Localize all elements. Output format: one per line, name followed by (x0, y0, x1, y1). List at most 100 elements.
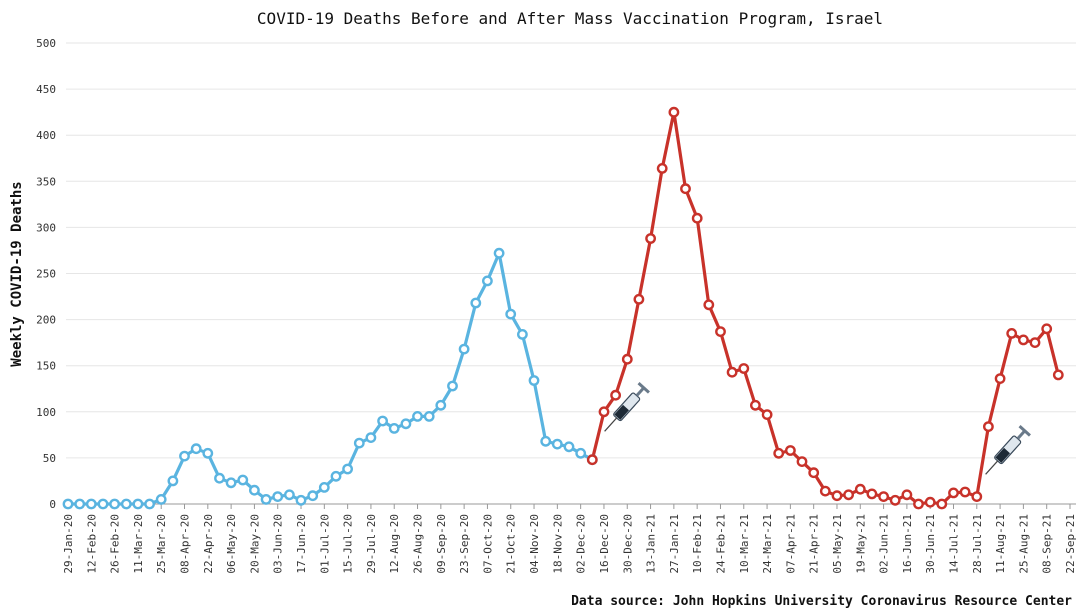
data-point-before (167, 475, 179, 487)
data-point-before (295, 494, 307, 506)
y-tick-label: 200 (36, 314, 56, 327)
data-point-before (365, 432, 377, 443)
data-point-before (563, 441, 575, 453)
data-point-after (645, 233, 656, 244)
x-tick-label: 26-Aug-20 (412, 514, 425, 574)
data-point-after (854, 483, 866, 495)
data-point-before (260, 493, 272, 505)
x-tick-label: 11-Aug-21 (994, 514, 1007, 574)
data-source-note: Data source: John Hopkins University Cor… (571, 594, 1072, 609)
x-tick-label: 07-Oct-20 (481, 514, 494, 574)
x-tick-label: 19-May-21 (854, 514, 867, 574)
data-point-after (913, 498, 924, 510)
x-tick-label: 24-Feb-21 (714, 514, 727, 574)
data-point-before (237, 474, 249, 486)
data-point-after (936, 498, 948, 510)
data-point-after (738, 363, 750, 374)
x-tick-label: 02-Dec-20 (575, 514, 588, 574)
data-point-before (272, 491, 284, 502)
y-tick-label: 50 (43, 452, 56, 465)
y-tick-label: 350 (36, 175, 56, 188)
y-tick-label: 500 (36, 37, 56, 50)
data-point-before (388, 422, 400, 434)
x-tick-label: 29-Jan-20 (62, 514, 75, 574)
data-point-after (796, 456, 808, 467)
x-tick-label: 07-Apr-21 (784, 514, 797, 574)
data-point-after (819, 485, 831, 497)
x-tick-label: 01-Jul-20 (318, 514, 331, 574)
data-point-before (400, 418, 412, 430)
data-point-after (1006, 327, 1018, 339)
data-point-after (971, 491, 983, 502)
data-point-before (481, 275, 493, 287)
x-tick-label: 09-Sep-20 (435, 514, 448, 574)
data-point-after (866, 488, 878, 500)
x-tick-label: 25-Mar-20 (155, 514, 168, 574)
x-tick-label: 25-Aug-21 (1017, 514, 1030, 574)
x-tick-label: 22-Sep-21 (1064, 514, 1077, 574)
data-point-after (726, 366, 738, 378)
y-axis-label: Weekly COVID-19 Deaths (9, 181, 25, 366)
data-point-before (85, 498, 97, 510)
x-tick-label: 02-Jun-21 (878, 514, 891, 574)
data-point-after (1029, 337, 1041, 348)
x-tick-label: 28-Jul-21 (971, 514, 984, 574)
data-point-after (983, 421, 994, 432)
data-point-before (377, 415, 388, 427)
x-tick-label: 27-Jan-21 (668, 514, 681, 574)
y-tick-label: 100 (36, 406, 56, 419)
data-point-after (773, 447, 785, 459)
x-tick-label: 14-Jul-21 (947, 514, 960, 574)
data-point-before (155, 493, 167, 505)
x-tick-label: 21-Oct-20 (505, 514, 518, 574)
data-point-after (901, 489, 913, 501)
x-tick-label: 30-Jun-21 (924, 514, 937, 574)
data-point-after (878, 491, 889, 502)
data-point-before (318, 481, 330, 493)
data-point-before (470, 297, 482, 309)
x-tick-label: 23-Sep-20 (458, 514, 471, 574)
data-point-before (505, 308, 517, 320)
data-point-before (307, 490, 319, 502)
data-point-before (132, 498, 144, 510)
data-point-after (924, 496, 936, 508)
data-point-after (994, 373, 1006, 384)
x-tick-label: 29-Jul-20 (365, 514, 378, 574)
x-tick-label: 11-Mar-20 (132, 514, 145, 574)
data-point-after (610, 389, 621, 401)
x-tick-label: 12-Aug-20 (388, 514, 401, 574)
data-point-after (691, 212, 703, 224)
data-point-before (435, 399, 447, 411)
data-point-after (598, 406, 610, 418)
data-point-before (248, 484, 260, 496)
data-point-before (74, 498, 86, 510)
data-point-after (808, 467, 820, 479)
x-tick-label: 17-Jun-20 (295, 514, 308, 574)
marker-layer (62, 106, 1064, 510)
data-point-before (120, 498, 132, 510)
data-point-after (1052, 369, 1064, 381)
x-tick-label: 13-Jan-21 (645, 514, 658, 574)
data-point-before (202, 447, 214, 459)
data-point-before (575, 447, 587, 459)
data-point-after (715, 326, 726, 337)
data-point-after (750, 399, 761, 411)
y-tick-label: 0 (49, 498, 56, 511)
data-point-after (843, 489, 854, 501)
data-point-after (959, 486, 971, 498)
x-tick-label: 18-Nov-20 (551, 514, 564, 574)
data-point-after (656, 162, 668, 174)
data-point-after (831, 490, 843, 502)
x-tick-label: 15-Jul-20 (342, 514, 355, 574)
x-tick-label: 16-Dec-20 (598, 514, 611, 574)
data-point-before (97, 498, 109, 510)
data-point-before (190, 443, 202, 455)
x-tick-label: 10-Mar-21 (738, 514, 751, 574)
x-tick-label: 24-Mar-21 (761, 514, 774, 574)
x-tick-label: 03-Jun-20 (272, 514, 285, 574)
data-point-before (342, 463, 353, 475)
data-point-after (1018, 334, 1029, 346)
data-point-after (586, 454, 598, 466)
